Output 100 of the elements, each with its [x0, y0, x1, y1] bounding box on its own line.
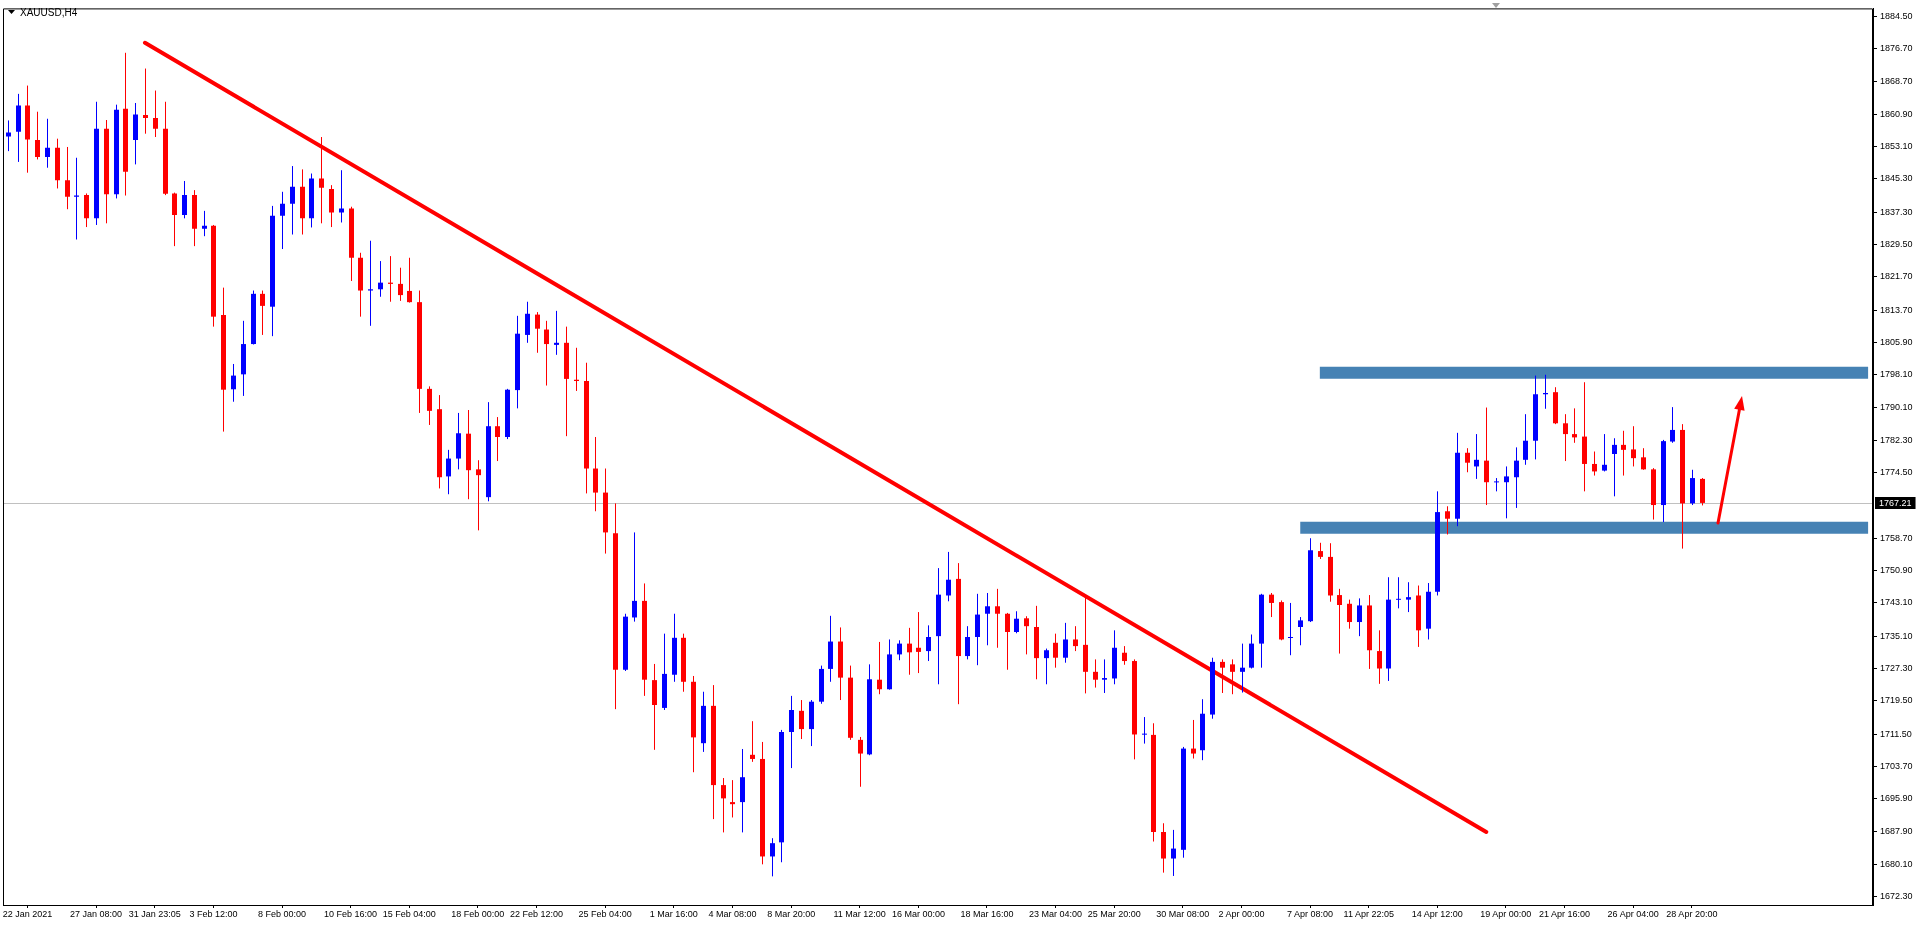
candlestick — [1230, 658, 1235, 695]
candlestick — [1523, 413, 1528, 466]
candlestick — [1093, 658, 1098, 689]
candlestick — [339, 169, 344, 223]
candlestick — [926, 624, 931, 662]
candlestick — [45, 118, 50, 169]
y-tick-label: 1743.10 — [1880, 597, 1913, 608]
candlestick — [202, 210, 207, 237]
x-tick-label: 15 Feb 04:00 — [382, 908, 436, 919]
y-tick-label: 1782.30 — [1880, 434, 1913, 445]
candlestick — [1102, 658, 1107, 694]
y-tick-label: 1774.50 — [1880, 467, 1913, 478]
candlestick — [1514, 446, 1519, 509]
y-tick-label: 1735.10 — [1880, 630, 1913, 641]
x-tick-label: 26 Apr 04:00 — [1607, 908, 1659, 919]
candlestick — [1073, 625, 1078, 652]
x-tick-label: 3 Feb 12:00 — [189, 908, 238, 919]
x-tick-label: 16 Mar 00:00 — [891, 908, 945, 919]
x-tick-label: 30 Mar 08:00 — [1156, 908, 1210, 919]
y-tick-label: 1672.30 — [1880, 891, 1913, 902]
x-tick-label: 8 Feb 00:00 — [258, 908, 307, 919]
candlestick — [1602, 433, 1607, 472]
candlestick — [290, 165, 295, 236]
candlestick — [897, 639, 902, 661]
x-tick-label: 19 Apr 00:00 — [1480, 908, 1532, 919]
y-tick-label: 1805.90 — [1880, 336, 1913, 347]
candlestick — [231, 363, 236, 403]
y-tick-label: 1813.70 — [1880, 304, 1913, 315]
y-tick-label: 1680.10 — [1880, 858, 1913, 869]
x-tick-label: 18 Mar 16:00 — [960, 908, 1014, 919]
candlestick — [1288, 602, 1293, 656]
x-tick-label: 23 Mar 04:00 — [1028, 908, 1083, 919]
candlestick — [975, 593, 980, 666]
candlestick — [907, 627, 912, 676]
candlestick — [368, 240, 373, 327]
candlestick — [1044, 648, 1049, 685]
candlestick — [378, 260, 383, 298]
candlestick — [1612, 437, 1617, 497]
x-tick-label: 10 Feb 16:00 — [324, 908, 378, 919]
candlestick — [730, 779, 735, 818]
candlestick — [1191, 719, 1196, 760]
candlestick — [84, 192, 89, 228]
x-tick-label: 25 Mar 20:00 — [1087, 908, 1141, 919]
x-tick-label: 22 Feb 12:00 — [510, 908, 564, 919]
candlestick — [35, 111, 40, 160]
x-tick-label: 31 Jan 23:05 — [128, 908, 181, 919]
y-tick-label: 1876.70 — [1880, 43, 1913, 54]
chart-title: XAUUSD,H4 — [20, 7, 78, 18]
candlestick — [1357, 597, 1362, 637]
candlestick — [1347, 599, 1352, 630]
candlestick — [1298, 616, 1303, 646]
candlestick — [427, 385, 432, 426]
candlestick — [789, 695, 794, 769]
y-tick-label: 1790.10 — [1880, 402, 1913, 413]
candlestick — [280, 191, 285, 250]
candlestick — [1406, 581, 1411, 613]
y-tick-label: 1695.90 — [1880, 793, 1913, 804]
candlestick — [965, 625, 970, 660]
candlestick — [946, 551, 951, 602]
candlestick — [1014, 610, 1019, 634]
y-tick-label: 1845.30 — [1880, 173, 1913, 184]
x-tick-label: 4 Mar 08:00 — [708, 908, 757, 919]
candlestick — [985, 592, 990, 646]
candlestick — [476, 459, 481, 531]
candlestick — [995, 588, 1000, 649]
candlestick — [544, 320, 549, 387]
candlestick — [1142, 716, 1147, 745]
candlestick — [721, 777, 726, 833]
candlestick — [1621, 430, 1626, 477]
y-tick-label: 1829.50 — [1880, 238, 1913, 249]
candlestick — [858, 736, 863, 788]
candlestick — [6, 119, 11, 152]
candlestick — [1641, 447, 1646, 471]
candlestick — [916, 611, 921, 674]
candlestick — [554, 310, 559, 356]
candlestick — [1504, 465, 1509, 519]
candlestick — [525, 301, 530, 344]
candlestick — [319, 136, 324, 224]
candlestick — [1220, 658, 1225, 694]
candlestick — [1122, 645, 1127, 666]
candlestick — [172, 192, 177, 247]
candlestick — [750, 720, 755, 763]
candlestick — [446, 449, 451, 495]
x-tick-label: 14 Apr 12:00 — [1411, 908, 1463, 919]
x-tick-label: 22 Jan 2021 — [2, 908, 53, 919]
x-tick-label: 18 Feb 00:00 — [451, 908, 505, 919]
x-tick-label: 2 Apr 00:00 — [1218, 908, 1265, 919]
candlestick — [1445, 505, 1450, 535]
candlestick — [495, 416, 500, 462]
y-tick-label: 1798.10 — [1880, 369, 1913, 380]
y-tick-label: 1687.90 — [1880, 826, 1913, 837]
candlestick — [1337, 588, 1342, 655]
y-tick-label: 1727.30 — [1880, 662, 1913, 673]
x-tick-label: 7 Apr 08:00 — [1287, 908, 1334, 919]
x-tick-label: 11 Mar 12:00 — [833, 908, 886, 919]
candlestick — [535, 311, 540, 354]
candlestick — [1494, 477, 1499, 492]
candlestick — [65, 146, 70, 210]
candlestick — [1465, 447, 1470, 473]
y-tick-label: 1703.70 — [1880, 760, 1913, 771]
